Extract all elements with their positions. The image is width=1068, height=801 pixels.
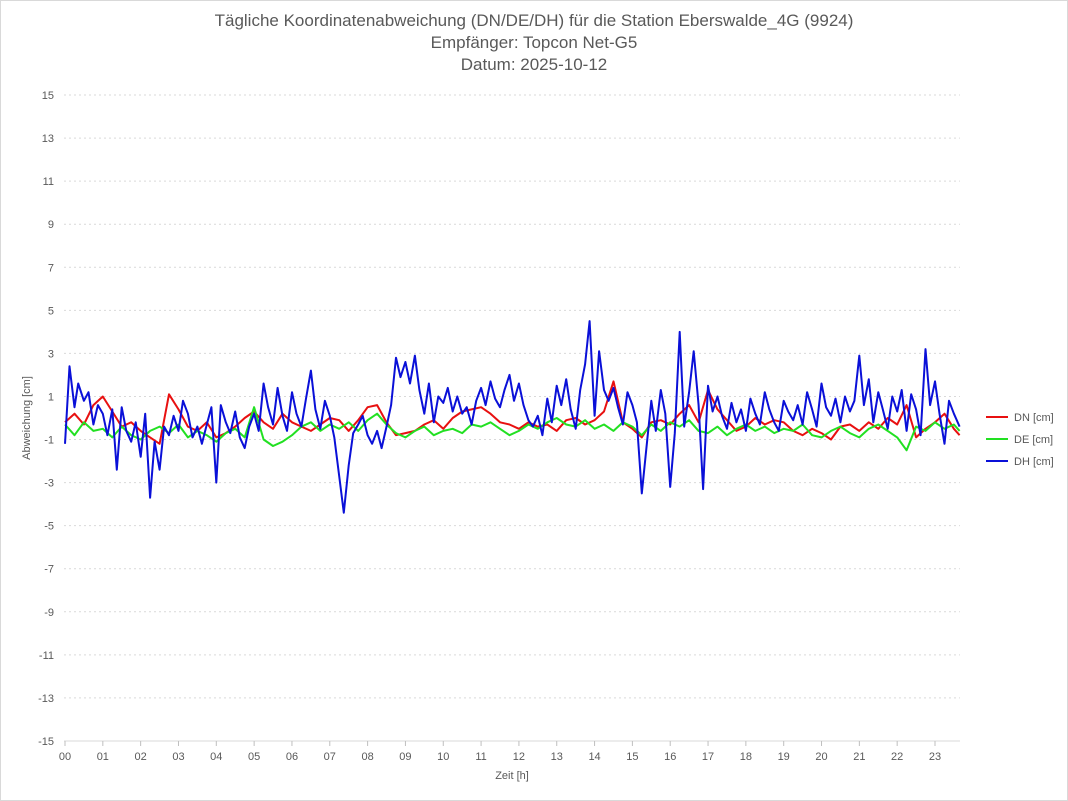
series-lines — [64, 320, 961, 514]
legend-label: DH [cm] — [1014, 456, 1054, 468]
x-tick-label: 06 — [286, 751, 298, 763]
x-tick-label: 14 — [588, 751, 600, 763]
x-tick-label: 13 — [551, 751, 563, 763]
x-tick-label: 02 — [135, 751, 147, 763]
y-tick-label: -3 — [44, 478, 54, 490]
y-tick-label: 11 — [43, 176, 54, 188]
series-line-dn — [64, 380, 961, 445]
y-tick-label: -13 — [38, 693, 54, 705]
x-tick-label: 19 — [778, 751, 790, 763]
x-tick-label: 16 — [664, 751, 676, 763]
series-line-dh — [64, 320, 961, 514]
x-tick-label: 18 — [740, 751, 752, 763]
chart-subtitle-date: Datum: 2025-10-12 — [460, 55, 608, 74]
legend: DN [cm] DE [cm] DH [cm] — [986, 412, 1054, 468]
x-tick-label: 01 — [97, 751, 109, 763]
x-tick-label: 08 — [361, 751, 373, 763]
gridlines — [64, 94, 960, 742]
x-tick-label: 22 — [891, 751, 903, 763]
y-axis-title: Abweichung [cm] — [21, 376, 33, 460]
x-tick-label: 23 — [929, 751, 941, 763]
x-axis-title: Zeit [h] — [495, 770, 529, 782]
y-tick-labels: 15 13 11 9 7 5 3 1 -1 -3 -5 -7 -9 -11 -13 -15 — [38, 90, 54, 748]
y-tick-label: -9 — [44, 607, 54, 619]
x-tick-label: 21 — [853, 751, 865, 763]
y-tick-label: -15 — [38, 736, 54, 748]
x-tick-label: 00 — [59, 751, 71, 763]
chart-titles: Tägliche Koordinatenabweichung (DN/DE/DH… — [0, 10, 1068, 76]
x-tick-label: 12 — [513, 751, 525, 763]
y-tick-label: -11 — [39, 650, 54, 662]
x-tick-label: 11 — [475, 751, 486, 763]
y-tick-label: -7 — [44, 564, 54, 576]
x-tick-label: 20 — [815, 751, 827, 763]
x-tick-label: 04 — [210, 751, 222, 763]
x-tick-label: 05 — [248, 751, 260, 763]
y-tick-label: 9 — [48, 219, 54, 231]
x-tick-labels: 00 01 02 03 04 05 06 07 08 09 10 11 12 13 14 15 16 17 18 19… — [59, 741, 941, 763]
x-tick-label: 09 — [399, 751, 411, 763]
x-tick-label: 15 — [626, 751, 638, 763]
x-tick-label: 07 — [324, 751, 336, 763]
y-tick-label: 7 — [48, 262, 54, 274]
x-tick-label: 10 — [437, 751, 449, 763]
series-line-de — [64, 406, 961, 452]
y-tick-label: 13 — [42, 133, 54, 145]
x-tick-label: 17 — [702, 751, 714, 763]
y-tick-label: 3 — [48, 348, 54, 360]
y-tick-label: 5 — [48, 305, 54, 317]
y-tick-label: 15 — [42, 90, 54, 102]
legend-label: DN [cm] — [1014, 412, 1054, 424]
legend-label: DE [cm] — [1014, 434, 1053, 446]
y-tick-label: -1 — [44, 435, 54, 447]
x-tick-label: 03 — [172, 751, 184, 763]
chart-title: Tägliche Koordinatenabweichung (DN/DE/DH… — [214, 11, 854, 30]
chart-subtitle-receiver: Empfänger: Topcon Net-G5 — [430, 33, 638, 52]
y-tick-label: 1 — [48, 391, 54, 403]
y-tick-label: -5 — [44, 521, 54, 533]
